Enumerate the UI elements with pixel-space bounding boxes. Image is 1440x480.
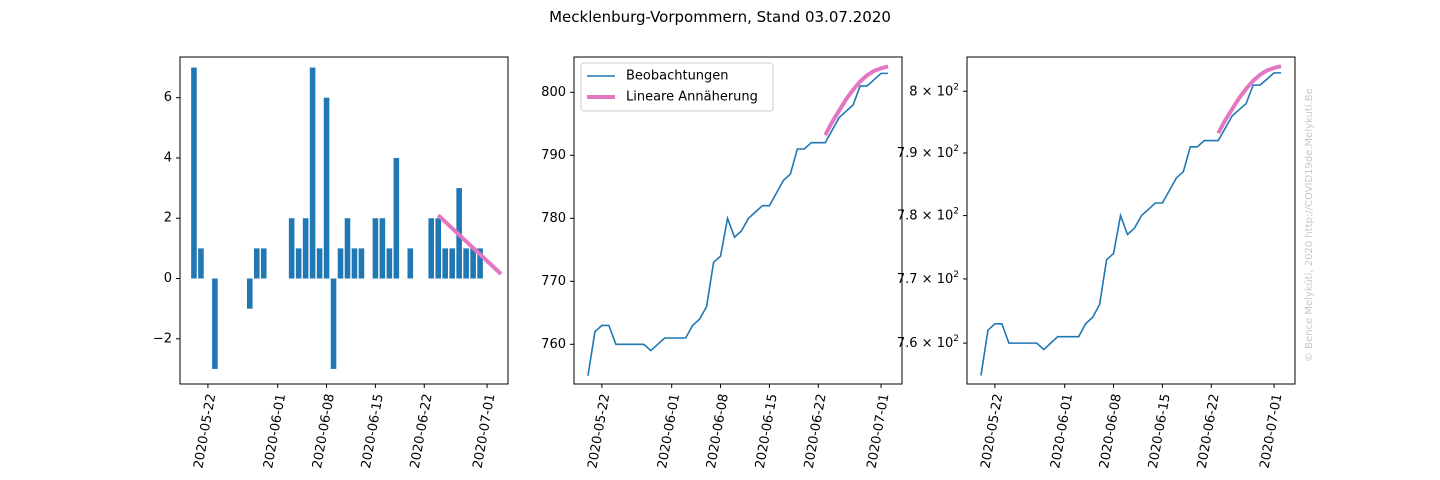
bar (358, 248, 365, 279)
fit-line (1216, 64, 1282, 135)
legend-label-fit: Lineare Annäherung (626, 90, 758, 105)
bar (302, 218, 309, 279)
x-tick-label: 2020-07-01 (471, 393, 499, 470)
x-tick-label: 2020-06-08 (310, 393, 338, 470)
bar (198, 248, 204, 279)
y-tick-label: 2 (164, 211, 172, 226)
x-tick-label: 2020-06-08 (704, 393, 732, 470)
bar (379, 218, 386, 279)
bar (330, 278, 337, 369)
y-tick-base: 10 (937, 272, 954, 287)
x-tick-label: 2020-06-15 (753, 393, 781, 470)
bar (470, 248, 476, 279)
x-tick-label: 2020-05-22 (585, 393, 613, 470)
bar (407, 248, 414, 279)
bar (288, 218, 295, 279)
legend: Beobachtungen Lineare Annäherung (580, 62, 774, 112)
bar (246, 278, 253, 309)
y-tick-label: 7.9 × 102 (897, 144, 959, 161)
bar (463, 248, 469, 279)
y-tick-label: 760 (541, 337, 566, 352)
axes-frame (966, 56, 1296, 385)
bar (428, 218, 435, 279)
bar (477, 248, 483, 279)
y-tick-label: 7.6 × 102 (897, 334, 959, 351)
x-tick-label: 2020-06-08 (1097, 393, 1125, 470)
daily-change-bar-chart: −2 0 2 4 6 2020-05-22 2020-06-01 2020-06-08 2020… (153, 56, 509, 470)
x-tick-label: 2020-06-22 (408, 393, 436, 470)
legend-box (580, 62, 774, 112)
y-tick-label: 770 (541, 274, 566, 289)
y-tick-label: 800 (541, 85, 566, 100)
axes-frame (179, 56, 509, 385)
bar (212, 278, 218, 369)
bar (323, 97, 330, 279)
y-tick-exponent: 2 (953, 334, 959, 344)
x-tick-label: 2020-06-01 (261, 393, 289, 470)
y-tick-mantissa: 8 × (909, 84, 936, 99)
x-tick-label: 2020-06-15 (1146, 393, 1174, 470)
fit-line (823, 64, 889, 137)
y-tick-mantissa: 7.9 × (897, 146, 937, 161)
y-tick-exponent: 2 (953, 144, 959, 154)
y-tick-label: 8 × 102 (909, 82, 959, 99)
y-tick-base: 10 (937, 336, 954, 351)
bar (386, 248, 393, 279)
y-tick-label: 6 (164, 90, 172, 105)
y-tick-label: 7.7 × 102 (897, 270, 959, 287)
bar (309, 67, 316, 279)
x-tick-label: 2020-07-01 (1258, 393, 1286, 470)
x-tick-label: 2020-06-01 (1048, 393, 1076, 470)
observations-line (587, 72, 889, 376)
y-tick-base: 10 (937, 209, 954, 224)
y-tick-label: 780 (541, 211, 566, 226)
x-tick-label: 2020-06-01 (655, 393, 683, 470)
bar (337, 248, 344, 279)
bar (442, 248, 448, 279)
bar (393, 157, 400, 279)
bar (191, 67, 197, 279)
x-tick-label: 2020-07-01 (865, 393, 893, 470)
y-tick-exponent: 2 (953, 270, 959, 280)
bar (435, 218, 442, 279)
bar (316, 248, 323, 279)
x-tick-label: 2020-06-22 (802, 393, 830, 470)
credit-text: © Bence Melykúti, 2020 http://COVID19de.… (1303, 88, 1315, 362)
bar (372, 218, 379, 279)
figure-title: Mecklenburg-Vorpommern, Stand 03.07.2020 (549, 8, 891, 26)
x-tick-label: 2020-05-22 (978, 393, 1006, 470)
bar (260, 248, 267, 279)
y-tick-mantissa: 7.8 × (897, 209, 937, 224)
bar (351, 248, 358, 279)
y-tick-mantissa: 7.6 × (897, 336, 937, 351)
x-tick-label: 2020-06-15 (359, 393, 387, 470)
y-tick-exponent: 2 (953, 82, 959, 92)
cumulative-line-chart: 760 770 780 790 800 2020-05-22 2020-06-01 2020-… (541, 56, 903, 470)
y-tick-label: 0 (164, 271, 172, 286)
bar (295, 248, 302, 279)
bar (344, 218, 351, 279)
y-tick-exponent: 2 (953, 207, 959, 217)
bar (253, 248, 260, 279)
y-tick-label: 790 (541, 148, 566, 163)
fit-line (436, 213, 503, 276)
y-tick-label: 4 (164, 150, 172, 165)
axes-frame (573, 56, 903, 385)
y-tick-label: −2 (153, 331, 172, 346)
y-tick-label: 7.8 × 102 (897, 207, 959, 224)
bar (449, 248, 455, 279)
x-tick-label: 2020-05-22 (191, 393, 219, 470)
legend-label-observations: Beobachtungen (626, 69, 729, 84)
x-tick-label: 2020-06-22 (1195, 393, 1223, 470)
y-tick-base: 10 (937, 84, 954, 99)
observations-line (980, 72, 1282, 376)
y-tick-mantissa: 7.7 × (897, 272, 937, 287)
y-tick-base: 10 (937, 146, 954, 161)
